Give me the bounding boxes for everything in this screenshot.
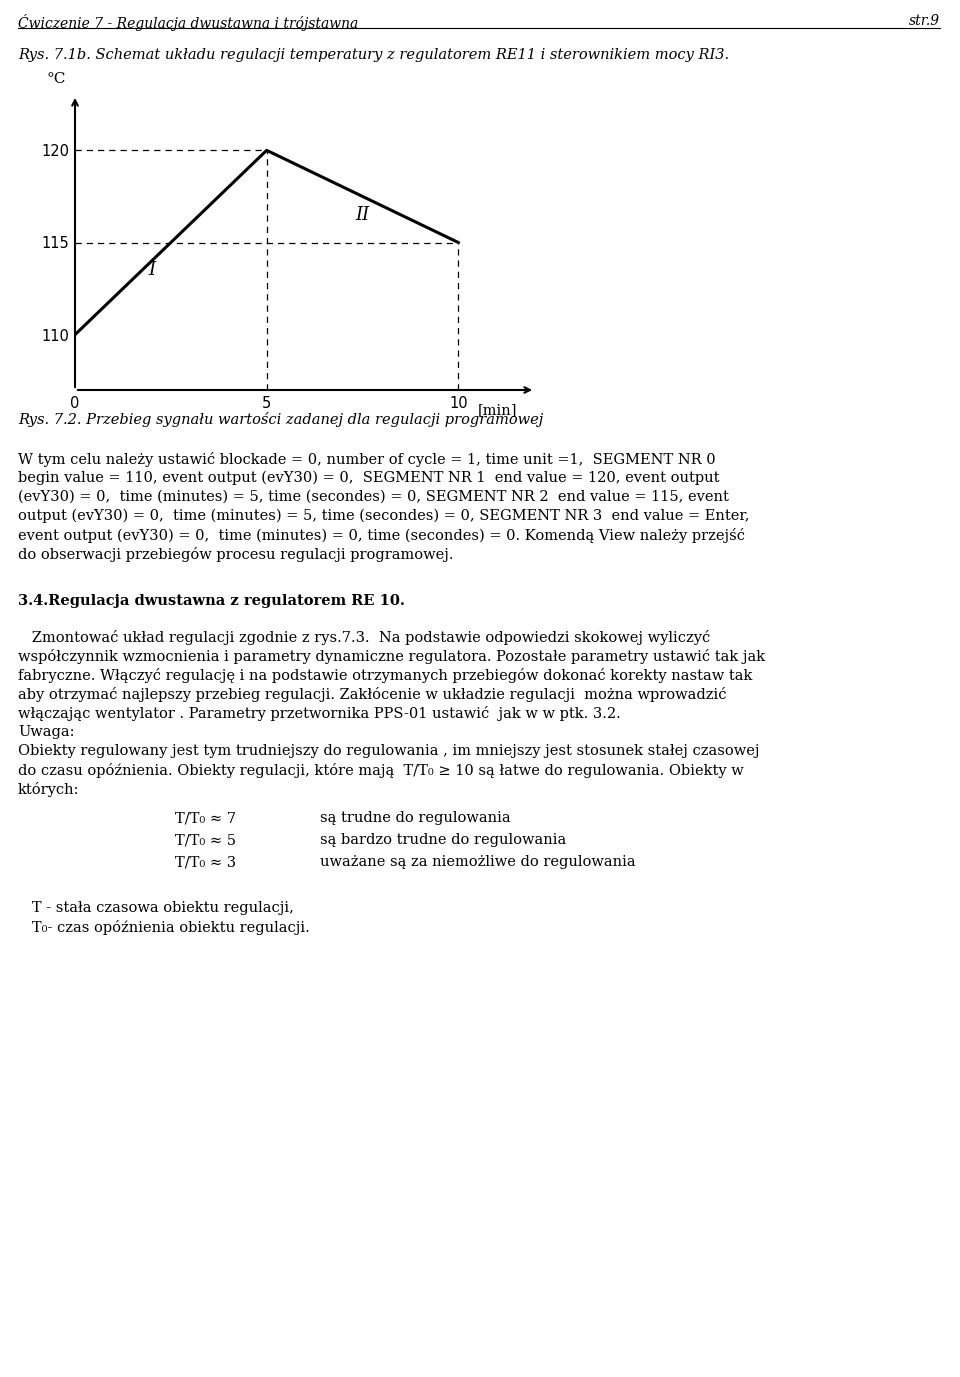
Text: II: II [355,205,370,224]
Text: których:: których: [18,782,80,797]
Text: aby otrzymać najlepszy przebieg regulacji. Zakłócenie w układzie regulacji  możn: aby otrzymać najlepszy przebieg regulacj… [18,687,727,702]
Text: °C: °C [46,72,65,85]
Text: T - stała czasowa obiektu regulacji,: T - stała czasowa obiektu regulacji, [18,901,294,914]
Text: do czasu opóźnienia. Obiekty regulacji, które mają  T/T₀ ≥ 10 są łatwe do regulo: do czasu opóźnienia. Obiekty regulacji, … [18,763,744,778]
Text: fabryczne. Włączyć regulację i na podstawie otrzymanych przebiegów dokonać korek: fabryczne. Włączyć regulację i na podsta… [18,668,753,683]
Text: [min]: [min] [477,403,517,417]
Text: I: I [148,262,156,280]
Text: są trudne do regulowania: są trudne do regulowania [320,811,511,825]
Text: uważane są za niemożliwe do regulowania: uważane są za niemożliwe do regulowania [320,855,636,869]
Text: Obiekty regulowany jest tym trudniejszy do regulowania , im mniejszy jest stosun: Obiekty regulowany jest tym trudniejszy … [18,744,759,757]
Text: do obserwacji przebiegów procesu regulacji programowej.: do obserwacji przebiegów procesu regulac… [18,547,453,562]
Text: T/T₀ ≈ 7: T/T₀ ≈ 7 [175,811,236,825]
Text: Rys. 7.2. Przebieg sygnału wartości zadanej dla regulacji programowej: Rys. 7.2. Przebieg sygnału wartości zada… [18,412,543,427]
Text: włączając wentylator . Parametry przetwornika PPS-01 ustawić  jak w w ptk. 3.2.: włączając wentylator . Parametry przetwo… [18,706,621,722]
Text: Zmontować układ regulacji zgodnie z rys.7.3.  Na podstawie odpowiedzi skokowej w: Zmontować układ regulacji zgodnie z rys.… [18,631,710,644]
Text: str.9: str.9 [909,14,940,28]
Text: współczynnik wzmocnienia i parametry dynamiczne regulatora. Pozostałe parametry : współczynnik wzmocnienia i parametry dyn… [18,649,765,664]
Text: są bardzo trudne do regulowania: są bardzo trudne do regulowania [320,833,566,847]
Text: event output (evY30) = 0,  time (minutes) = 0, time (secondes) = 0. Komendą View: event output (evY30) = 0, time (minutes)… [18,527,745,543]
Text: 3.4.Regulacja dwustawna z regulatorem RE 10.: 3.4.Regulacja dwustawna z regulatorem RE… [18,593,405,609]
Text: Ćwiczenie 7 - Regulacja dwustawna i trójstawna: Ćwiczenie 7 - Regulacja dwustawna i trój… [18,14,358,32]
Text: T₀- czas opóźnienia obiektu regulacji.: T₀- czas opóźnienia obiektu regulacji. [18,920,310,935]
Text: W tym celu należy ustawić blockade = 0, number of cycle = 1, time unit =1,  SEGM: W tym celu należy ustawić blockade = 0, … [18,452,715,467]
Text: Rys. 7.1b. Schemat układu regulacji temperatury z regulatorem RE11 i sterownikie: Rys. 7.1b. Schemat układu regulacji temp… [18,48,730,62]
Text: begin value = 110, event output (evY30) = 0,  SEGMENT NR 1  end value = 120, eve: begin value = 110, event output (evY30) … [18,471,719,485]
Text: Uwaga:: Uwaga: [18,726,75,739]
Text: T/T₀ ≈ 3: T/T₀ ≈ 3 [175,855,236,869]
Text: output (evY30) = 0,  time (minutes) = 5, time (secondes) = 0, SEGMENT NR 3  end : output (evY30) = 0, time (minutes) = 5, … [18,509,750,523]
Text: (evY30) = 0,  time (minutes) = 5, time (secondes) = 0, SEGMENT NR 2  end value =: (evY30) = 0, time (minutes) = 5, time (s… [18,490,729,504]
Text: T/T₀ ≈ 5: T/T₀ ≈ 5 [175,833,236,847]
